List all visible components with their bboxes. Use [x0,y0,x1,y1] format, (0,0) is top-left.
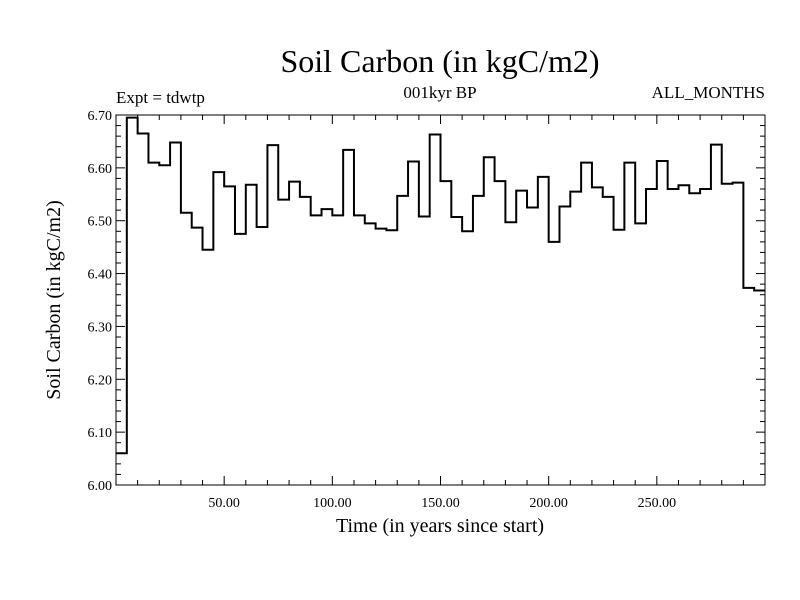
x-tick-label: 150.00 [421,496,460,511]
soil-carbon-series-line [116,116,765,455]
y-tick-label: 6.50 [88,215,113,230]
tick-labels: 6.00 6.10 6.20 6.30 6.40 6.50 6.60 6.70 50.00 100… [88,109,677,511]
x-tick-label: 250.00 [638,496,677,511]
x-tick-label: 50.00 [208,496,240,511]
y-tick-label: 6.40 [88,268,113,283]
y-tick-label: 6.00 [88,479,113,494]
experiment-label: Expt = tdwtp [116,88,205,107]
months-label: ALL_MONTHS [652,83,765,102]
y-tick-label: 6.30 [88,320,113,335]
y-tick-label: 6.70 [88,109,113,124]
plot-frame [115,114,766,486]
y-tick-label: 6.10 [88,426,113,441]
chart-title: Soil Carbon (in kgC/m2) [280,43,599,79]
axis-ticks [116,114,765,486]
x-tick-label: 100.00 [313,496,352,511]
y-axis-label: Soil Carbon (in kgC/m2) [43,200,65,399]
y-tick-label: 6.20 [88,373,113,388]
y-tick-label: 6.60 [88,162,113,177]
period-label: 001kyr BP [403,83,476,102]
x-axis-label: Time (in years since start) [336,515,544,537]
x-tick-label: 200.00 [529,496,568,511]
